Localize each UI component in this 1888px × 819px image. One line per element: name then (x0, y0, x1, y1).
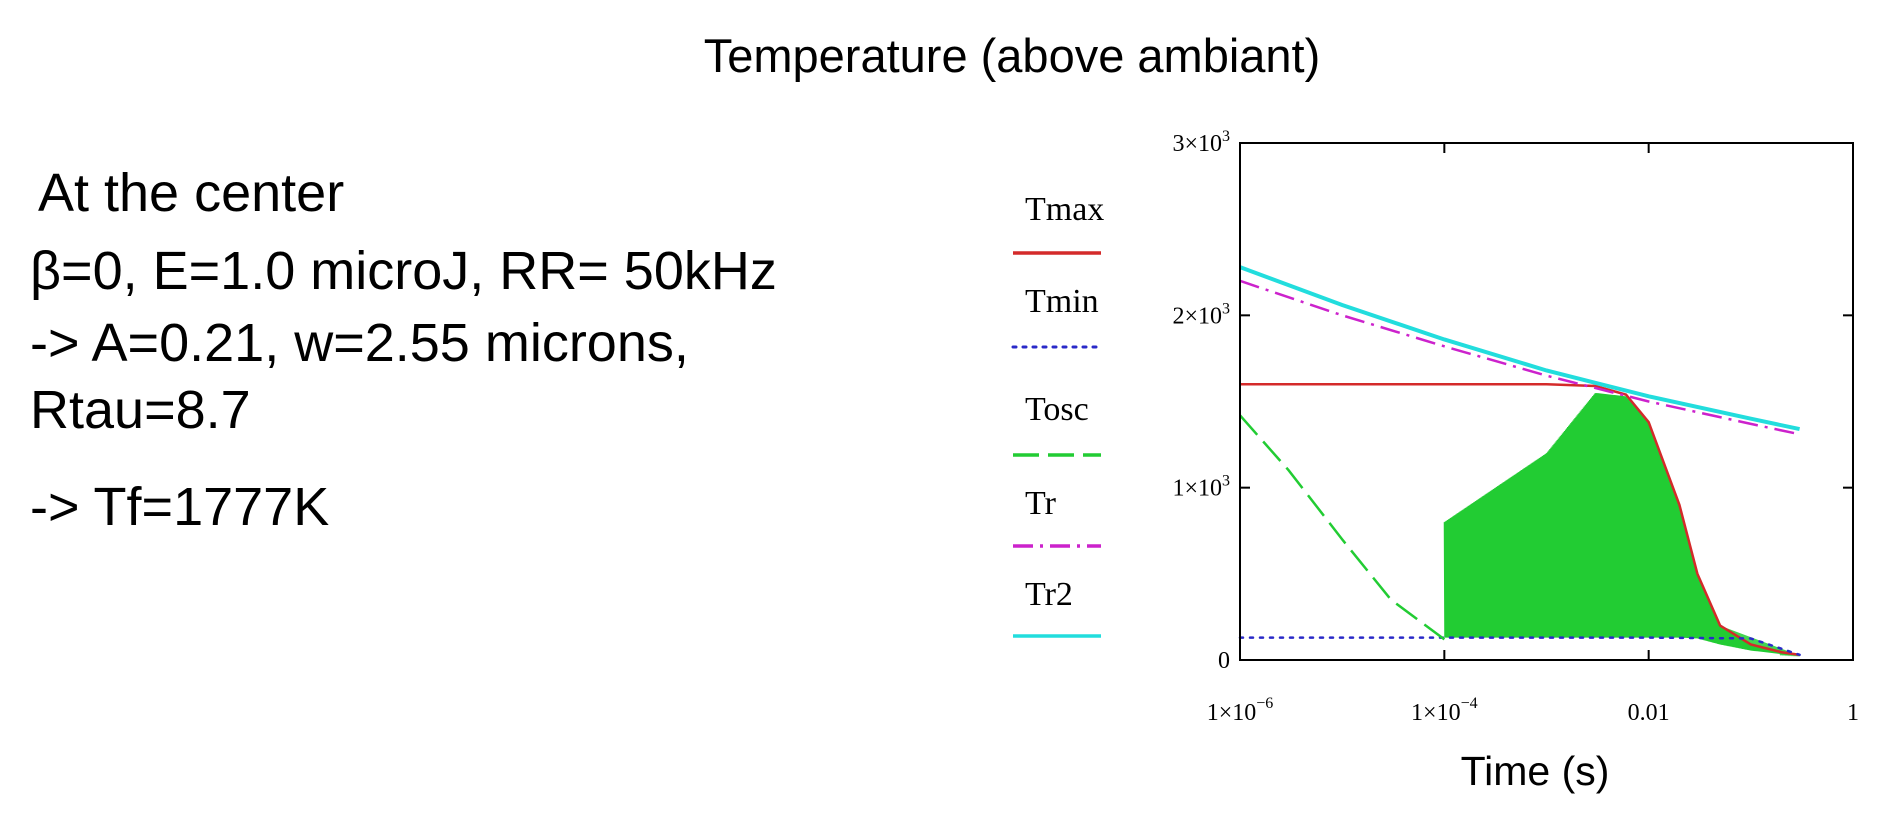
y-tick-label: 0 (1218, 648, 1230, 674)
x-tick-label: 1×10−4 (1411, 695, 1478, 726)
y-tick-label: 1×103 (1172, 473, 1230, 502)
legend-label-tosc: Tosc (1025, 391, 1089, 428)
plot-frame (1239, 142, 1854, 661)
series-line-tr (1239, 279, 1800, 436)
text-line-3: -> A=0.21, w=2.55 microns, (30, 313, 689, 373)
x-tick-label: 1 (1847, 700, 1859, 726)
legend-label-tr2: Tr2 (1025, 576, 1073, 613)
series-line-tosc (1239, 414, 1446, 641)
legend-label-tmax: Tmax (1025, 191, 1104, 228)
text-line-2: β=0, E=1.0 microJ, RR= 50kHz (30, 241, 777, 301)
chart-legend: Tmax Tmin Tosc Tr Tr2 (1011, 191, 1104, 638)
text-line-5: -> Tf=1777K (30, 477, 330, 537)
x-tick-label: 1×10−6 (1207, 695, 1274, 726)
plot-area (1238, 265, 1801, 657)
series-tosc-oscillation (1443, 392, 1801, 657)
legend-label-tmin: Tmin (1025, 283, 1099, 320)
text-line-4: Rtau=8.7 (30, 380, 251, 440)
x-axis-label: Time (s) (1461, 748, 1610, 794)
series-line-tmax (1240, 383, 1800, 657)
series-line-tmin (1238, 636, 1801, 657)
chart-axes: 1×10−6 1×10−4 0.01 1 0 1×103 2×103 3×103 (1172, 128, 1859, 726)
text-line-1: At the center (38, 163, 345, 223)
y-tick-label: 3×103 (1172, 128, 1230, 157)
y-tick-label: 2×103 (1172, 300, 1230, 329)
chart-title: Temperature (above ambiant) (704, 29, 1321, 82)
series-line-tr2 (1239, 265, 1800, 432)
legend-label-tr: Tr (1025, 485, 1057, 522)
x-tick-label: 0.01 (1628, 700, 1670, 726)
